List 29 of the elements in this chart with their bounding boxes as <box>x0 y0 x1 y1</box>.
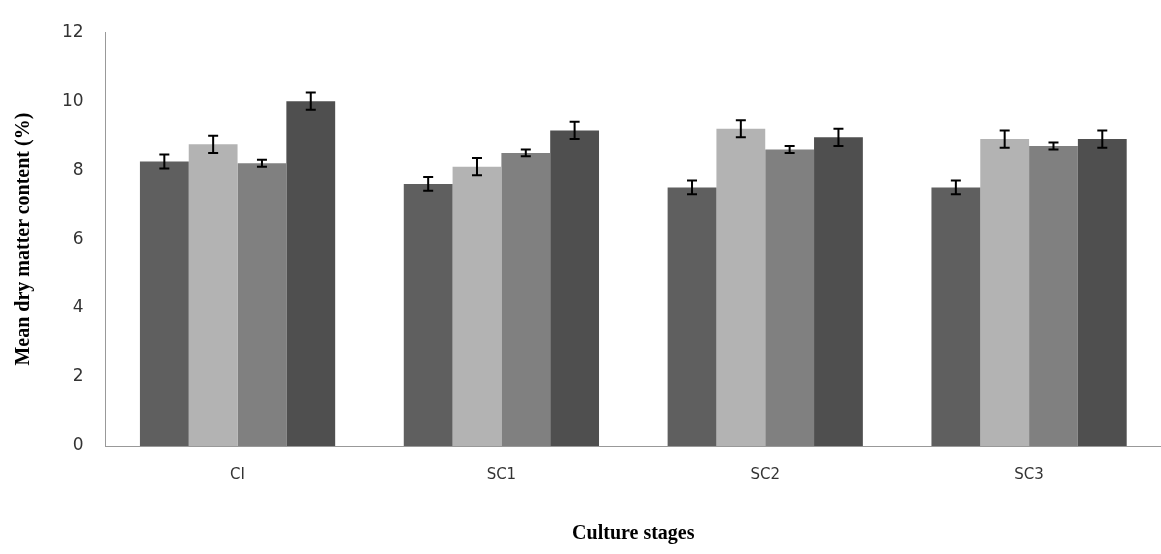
y-tick-label: 0 <box>72 434 84 455</box>
bar <box>980 139 1030 446</box>
x-axis-title: Culture stages <box>572 521 695 545</box>
bar <box>931 187 981 446</box>
bar <box>716 128 766 446</box>
bar <box>1029 146 1078 446</box>
y-tick-label: 8 <box>72 158 84 179</box>
y-tick-label: 6 <box>72 227 84 248</box>
y-tick-label: 4 <box>72 296 84 317</box>
bar <box>1077 139 1127 446</box>
bar <box>667 187 717 446</box>
bar <box>237 163 287 446</box>
bar <box>452 166 502 446</box>
x-tick-label: SC2 <box>750 464 781 483</box>
bar <box>286 101 336 446</box>
y-tick-label: 12 <box>61 20 84 41</box>
bar <box>765 149 815 446</box>
bar <box>403 183 453 446</box>
x-tick-label: SC1 <box>486 464 517 483</box>
x-tick-label: SC3 <box>1014 464 1044 483</box>
bar <box>139 161 189 446</box>
bar <box>814 137 863 446</box>
y-axis-title: Mean dry matter content (%) <box>11 112 35 366</box>
bar <box>501 152 551 446</box>
bar <box>188 144 238 446</box>
x-tick-label: CI <box>230 464 246 483</box>
y-tick-label: 10 <box>61 89 84 110</box>
bar <box>550 130 600 446</box>
y-tick-label: 2 <box>72 365 84 386</box>
